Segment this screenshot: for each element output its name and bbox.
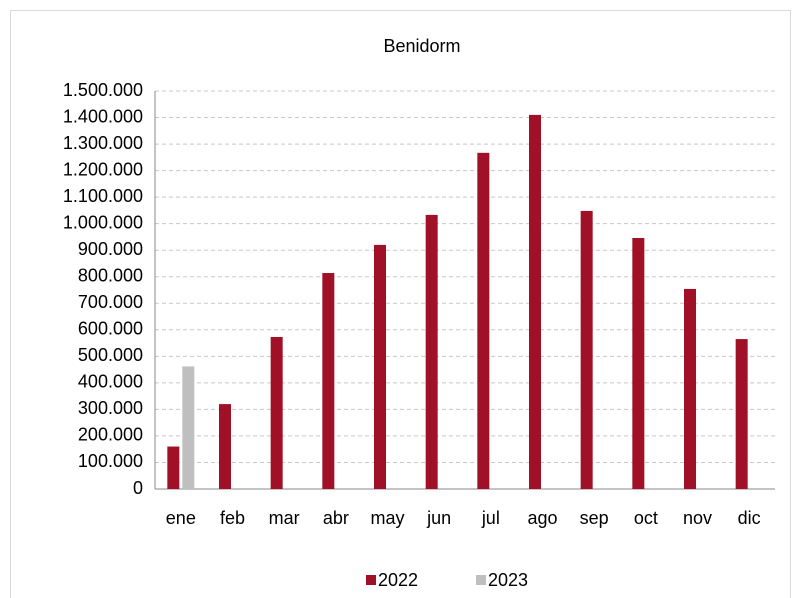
- bar: [374, 244, 386, 489]
- x-tick-label: ene: [166, 508, 196, 528]
- y-tick-label: 700.000: [78, 292, 143, 312]
- x-tick-label: nov: [683, 508, 712, 528]
- y-tick-label: 1.200.000: [63, 159, 143, 179]
- bar: [425, 214, 438, 490]
- x-tick-label: jul: [481, 508, 500, 528]
- y-tick-label: 1.000.000: [63, 212, 143, 232]
- chart-frame: [10, 10, 791, 598]
- x-tick-label: oct: [634, 508, 658, 528]
- bar: [182, 366, 195, 489]
- bar: [219, 404, 231, 489]
- x-tick-label: dic: [738, 508, 761, 528]
- x-tick-label: may: [370, 508, 404, 528]
- y-tick-label: 200.000: [78, 425, 143, 445]
- y-tick-label: 500.000: [78, 345, 143, 365]
- bar: [735, 339, 748, 489]
- legend-swatch: [366, 575, 376, 585]
- bar: [167, 446, 180, 489]
- chart-title: Benidorm: [383, 36, 460, 56]
- legend-label: 2022: [378, 570, 418, 590]
- bar: [580, 210, 593, 489]
- x-tick-label: ago: [527, 508, 557, 528]
- x-tick-label: sep: [580, 508, 609, 528]
- y-tick-label: 1.300.000: [63, 133, 143, 153]
- y-tick-label: 1.100.000: [63, 186, 143, 206]
- bar: [684, 288, 696, 489]
- y-tick-label: 300.000: [78, 398, 143, 418]
- y-tick-label: 400.000: [78, 372, 143, 392]
- x-tick-label: jun: [426, 508, 451, 528]
- x-tick-label: abr: [323, 508, 349, 528]
- bar: [270, 336, 283, 489]
- bar: [322, 273, 335, 489]
- x-tick-label: feb: [220, 508, 245, 528]
- legend-label: 2023: [488, 570, 528, 590]
- y-tick-label: 0: [133, 478, 143, 498]
- bar: [477, 152, 490, 489]
- bar: [529, 114, 541, 489]
- y-tick-label: 600.000: [78, 319, 143, 339]
- y-tick-label: 1.400.000: [63, 106, 143, 126]
- y-tick-label: 900.000: [78, 239, 143, 259]
- y-tick-label: 800.000: [78, 265, 143, 285]
- legend-swatch: [476, 575, 486, 585]
- x-tick-label: mar: [269, 508, 300, 528]
- y-tick-label: 1.500.000: [63, 80, 143, 100]
- bar: [632, 237, 645, 489]
- y-tick-label: 100.000: [78, 451, 143, 471]
